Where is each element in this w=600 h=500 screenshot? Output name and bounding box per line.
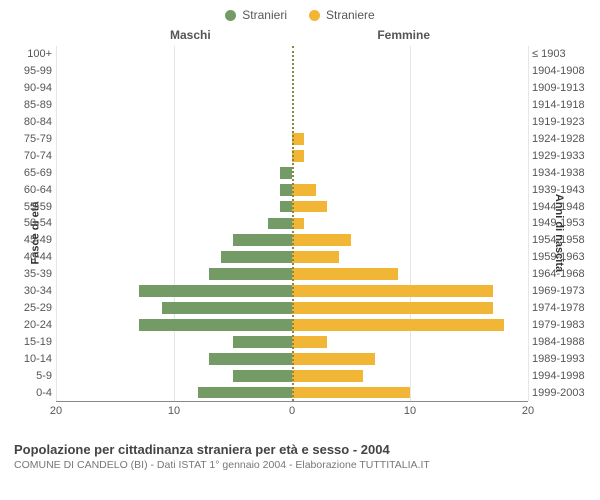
chart-subtitle: COMUNE DI CANDELO (BI) - Dati ISTAT 1° g…	[14, 459, 586, 471]
bar-female	[292, 387, 410, 399]
plot-area: 201001020100+≤ 190395-991904-190890-9419…	[56, 46, 528, 402]
age-label: 65-69	[10, 167, 52, 179]
age-label: 30-34	[10, 285, 52, 297]
bar-female	[292, 184, 316, 196]
age-label: 60-64	[10, 184, 52, 196]
chart: Maschi Femmine Fasce di età Anni di nasc…	[10, 28, 590, 438]
birth-year-label: 1949-1953	[532, 217, 590, 229]
bar-male	[198, 387, 292, 399]
legend-item-male: Stranieri	[225, 8, 287, 22]
birth-year-label: 1944-1948	[532, 201, 590, 213]
birth-year-label: 1919-1923	[532, 116, 590, 128]
birth-year-label: 1934-1938	[532, 167, 590, 179]
bar-female	[292, 285, 493, 297]
birth-year-label: 1964-1968	[532, 268, 590, 280]
age-label: 5-9	[10, 370, 52, 382]
bar-female	[292, 319, 504, 331]
x-tick-label: 0	[289, 405, 295, 417]
bar-male	[280, 167, 292, 179]
chart-footer: Popolazione per cittadinanza straniera p…	[10, 442, 590, 471]
bar-male	[233, 234, 292, 246]
legend-swatch-female	[309, 10, 320, 21]
birth-year-label: 1954-1958	[532, 234, 590, 246]
birth-year-label: 1994-1998	[532, 370, 590, 382]
gridline	[528, 46, 529, 401]
bar-male	[221, 251, 292, 263]
age-label: 100+	[10, 48, 52, 60]
birth-year-label: 1939-1943	[532, 184, 590, 196]
bar-female	[292, 353, 375, 365]
x-tick-label: 20	[522, 405, 534, 417]
birth-year-label: 1929-1933	[532, 150, 590, 162]
age-label: 45-49	[10, 234, 52, 246]
birth-year-label: 1999-2003	[532, 387, 590, 399]
x-tick-label: 10	[168, 405, 180, 417]
bar-male	[268, 218, 292, 230]
birth-year-label: 1924-1928	[532, 133, 590, 145]
age-label: 35-39	[10, 268, 52, 280]
birth-year-label: 1909-1913	[532, 82, 590, 94]
legend-label-female: Straniere	[326, 8, 375, 22]
bar-male	[280, 184, 292, 196]
age-label: 95-99	[10, 65, 52, 77]
birth-year-label: ≤ 1903	[532, 48, 590, 60]
column-header-female: Femmine	[377, 28, 430, 42]
bar-male	[233, 336, 292, 348]
birth-year-label: 1914-1918	[532, 99, 590, 111]
column-header-male: Maschi	[170, 28, 211, 42]
age-label: 70-74	[10, 150, 52, 162]
bar-female	[292, 336, 327, 348]
legend-label-male: Stranieri	[242, 8, 287, 22]
bar-female	[292, 302, 493, 314]
x-tick-label: 20	[50, 405, 62, 417]
bar-male	[209, 353, 292, 365]
age-label: 90-94	[10, 82, 52, 94]
center-line	[292, 46, 294, 401]
bar-male	[209, 268, 292, 280]
birth-year-label: 1984-1988	[532, 336, 590, 348]
legend-swatch-male	[225, 10, 236, 21]
birth-year-label: 1974-1978	[532, 302, 590, 314]
age-label: 80-84	[10, 116, 52, 128]
age-label: 85-89	[10, 99, 52, 111]
x-tick-label: 10	[404, 405, 416, 417]
bar-male	[233, 370, 292, 382]
bar-male	[162, 302, 292, 314]
bar-female	[292, 251, 339, 263]
bar-female	[292, 234, 351, 246]
bar-male	[280, 201, 292, 213]
birth-year-label: 1959-1963	[532, 251, 590, 263]
age-label: 75-79	[10, 133, 52, 145]
age-label: 40-44	[10, 251, 52, 263]
age-label: 10-14	[10, 353, 52, 365]
birth-year-label: 1989-1993	[532, 353, 590, 365]
birth-year-label: 1979-1983	[532, 319, 590, 331]
bar-female	[292, 370, 363, 382]
age-label: 55-59	[10, 201, 52, 213]
age-label: 50-54	[10, 217, 52, 229]
age-label: 15-19	[10, 336, 52, 348]
birth-year-label: 1904-1908	[532, 65, 590, 77]
chart-title: Popolazione per cittadinanza straniera p…	[14, 442, 586, 457]
bar-female	[292, 268, 398, 280]
age-label: 0-4	[10, 387, 52, 399]
bar-male	[139, 285, 292, 297]
legend: Stranieri Straniere	[10, 8, 590, 22]
legend-item-female: Straniere	[309, 8, 375, 22]
birth-year-label: 1969-1973	[532, 285, 590, 297]
bar-male	[139, 319, 292, 331]
bar-female	[292, 201, 327, 213]
age-label: 25-29	[10, 302, 52, 314]
age-label: 20-24	[10, 319, 52, 331]
